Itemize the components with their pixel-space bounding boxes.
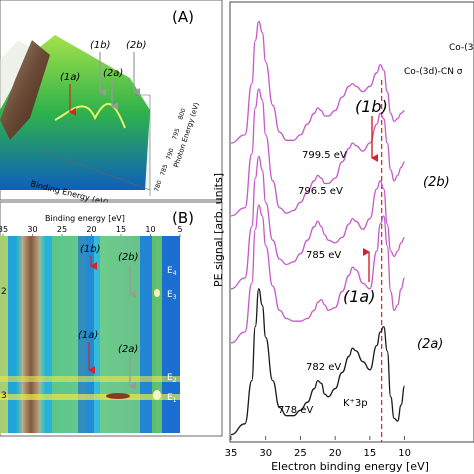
top-label-co3d-cn: Co-(3d)-CN σ xyxy=(404,67,463,77)
panel-b-edge-band xyxy=(0,236,8,433)
panel-a-ridge xyxy=(0,40,50,140)
x-axis: 35 30 25 20 15 10 xyxy=(225,436,411,459)
series-label-2: 785 eV xyxy=(306,250,341,261)
panel-a-annot-1b: (1b) xyxy=(90,40,111,51)
panel-b-hotspot-e1 xyxy=(106,393,130,399)
panel-b-row-e1 xyxy=(0,394,180,400)
series-label-3: 796.5 eV xyxy=(298,186,343,197)
panel-b-edge-digit-3: 3 xyxy=(1,391,7,401)
series-line-3 xyxy=(230,88,405,217)
panel-b-xtick-label: 15 xyxy=(116,225,126,234)
panel-a-annot-2b: (2b) xyxy=(126,40,147,51)
panel-b-annot-2b: (2b) xyxy=(118,252,139,263)
x-tick-label: 35 xyxy=(225,448,238,459)
series-line-1 xyxy=(230,204,406,344)
series-labels: 778 eV 782 eV 785 eV 796.5 eV 799.5 eV xyxy=(278,150,347,416)
panel-b-row-e2 xyxy=(0,376,180,382)
annot-1a: (1a) xyxy=(343,287,375,306)
panel-a-zaxis xyxy=(135,94,151,190)
x-tick-label: 25 xyxy=(294,448,307,459)
series-label-1: 782 eV xyxy=(306,362,341,373)
series-layer xyxy=(230,20,406,436)
panel-a-tick-795: 795 xyxy=(171,127,181,140)
panel-b-level-e2: E2 xyxy=(167,373,177,384)
panel-b: (B) Binding energy [eV] 35 30 25 20 15 10 5 (1… xyxy=(0,201,223,437)
panel-b-xtick-label: 20 xyxy=(86,225,96,234)
panel-b-xlabel: Binding energy [eV] xyxy=(45,214,125,223)
panel-b-xtick-label: 25 xyxy=(57,225,67,234)
panel-b-xtick-label: 35 xyxy=(0,225,8,234)
panel-a-tick-785: 785 xyxy=(159,163,169,176)
x-tick-label: 30 xyxy=(259,448,272,459)
annot-1b: (1b) xyxy=(355,97,388,116)
x-tick-label: 15 xyxy=(363,448,376,459)
panel-b-xtick-label: 10 xyxy=(145,225,155,234)
panel-a-tick-780: 780 xyxy=(153,179,163,192)
panel-b-annot-2a: (2a) xyxy=(118,344,138,355)
panel-c: 35 30 25 20 15 10 Co-(3 Co-(3d)-CN σ (1b) (2b… xyxy=(212,1,474,473)
series-line-0 xyxy=(230,288,406,436)
panel-a-tick-790: 790 xyxy=(165,147,175,160)
panel-b-band-blue3 xyxy=(162,236,180,433)
panel-a: (A) (1b) (2b) (1a) (2a) Binding Energy (… xyxy=(0,0,223,207)
annot-k3p: K⁺3p xyxy=(343,398,368,409)
panel-a-annot-1a: (1a) xyxy=(60,72,80,83)
series-line-4 xyxy=(230,20,405,144)
x-tick-label: 10 xyxy=(398,448,411,459)
panel-a-tick-800: 800 xyxy=(177,107,187,120)
panel-b-level-e4: E4 xyxy=(167,266,177,277)
series-label-0: 778 eV xyxy=(278,405,313,416)
top-label-co3: Co-(3 xyxy=(449,43,473,53)
panel-b-xtick-label: 5 xyxy=(177,225,182,234)
annot-2a: (2a) xyxy=(417,337,443,352)
panel-b-band-blue1 xyxy=(78,236,94,433)
panel-b-label: (B) xyxy=(172,209,194,227)
annot-2b: (2b) xyxy=(423,175,450,190)
panel-b-level-e1: E1 xyxy=(167,393,177,404)
x-axis-label: Electron binding energy [eV] xyxy=(271,460,429,473)
panel-b-band-green3 xyxy=(152,236,162,433)
panel-b-edge-digit-2: 2 xyxy=(1,287,7,297)
panel-b-annot-1a: (1a) xyxy=(78,330,98,341)
panel-a-label: (A) xyxy=(172,8,194,26)
y-axis-label: PE signal [arb. units] xyxy=(212,173,225,287)
panel-b-xtick-label: 30 xyxy=(27,225,37,234)
panel-b-band-green2 xyxy=(100,236,140,433)
panel-b-hotspot-e1-edge xyxy=(153,390,161,400)
panel-b-hotspot-e3 xyxy=(154,289,160,297)
panel-a-annot-2a: (2a) xyxy=(103,68,123,79)
panel-b-annot-1b: (1b) xyxy=(80,244,101,255)
panel-b-level-e3: E3 xyxy=(167,290,177,301)
x-tick-label: 20 xyxy=(329,448,342,459)
panel-b-band-brown xyxy=(22,236,40,433)
series-label-4: 799.5 eV xyxy=(302,150,347,161)
series-line-2 xyxy=(230,155,405,290)
